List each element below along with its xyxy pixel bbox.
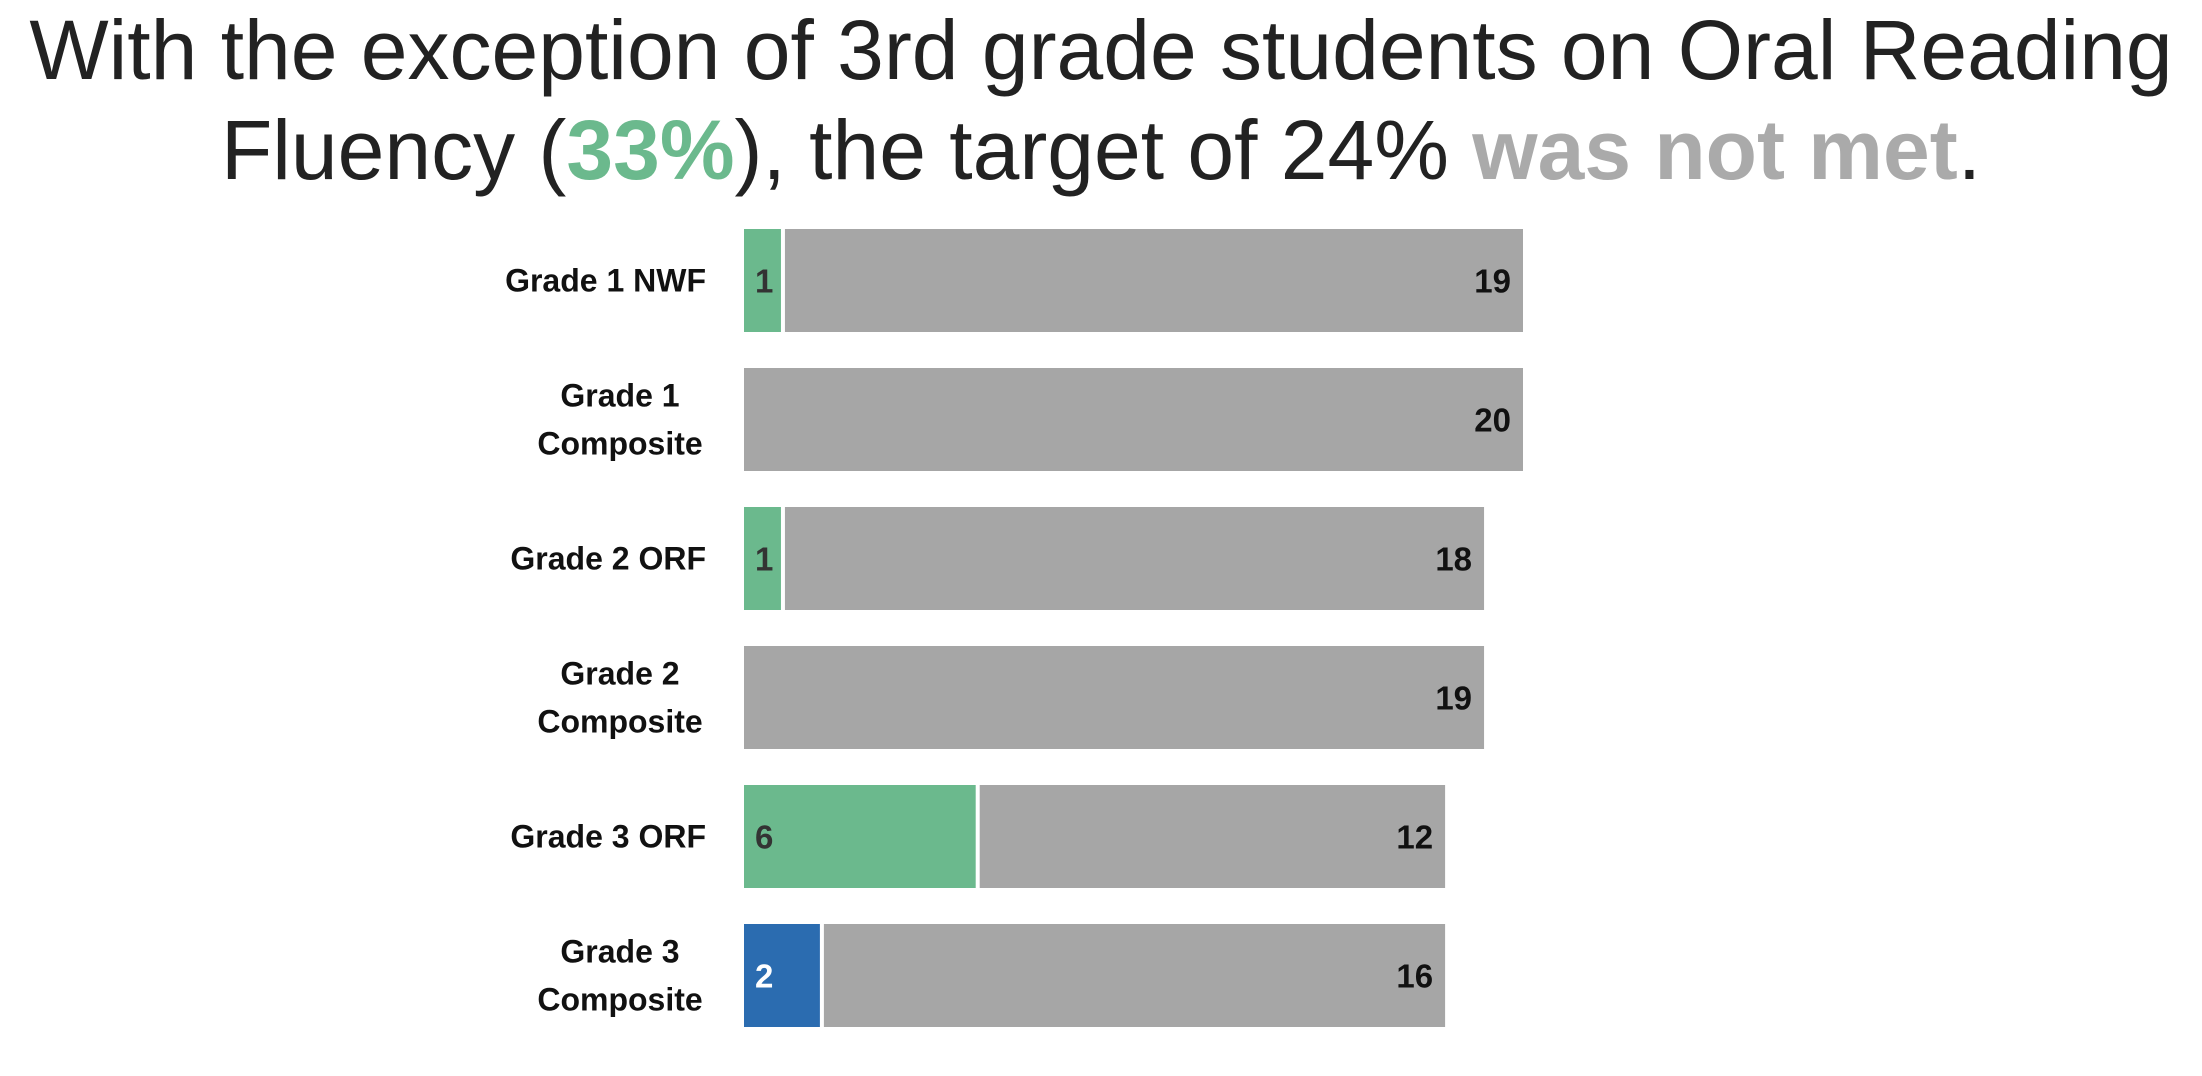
category-label-line: Grade 2 ORF [510,541,706,577]
bar-segment-not-met [744,646,1485,749]
bar-value-label: 1 [755,541,773,578]
category-label: Grade 3 Composite [537,934,702,1018]
bar-value-label: 2 [755,958,773,995]
title-emphasis: was not met [1472,103,1958,197]
bar-segment-not-met [823,924,1446,1027]
title-line-2: Fluency (33%), the target of 24% was not… [0,100,2202,200]
category-label-line: Grade 1 [560,378,679,414]
bar-segment-not-met [784,507,1485,610]
category-label-line: Composite [537,704,702,740]
bar-value-label: 19 [1435,680,1472,717]
bar-segment-met [744,785,976,888]
bar-segment-not-met [784,229,1523,332]
chart-title: With the exception of 3rd grade students… [0,0,2202,200]
category-label-line: Composite [537,426,702,462]
title-line-1: With the exception of 3rd grade students… [29,3,2173,97]
category-label-line: Composite [537,982,702,1018]
category-label: Grade 2 ORF [510,541,706,577]
category-label: Grade 2 Composite [537,656,702,740]
title-line-2-pre: Fluency ( [220,103,567,197]
category-label: Grade 1 Composite [537,378,702,462]
category-label: Grade 3 ORF [510,819,706,855]
bar-segment-not-met [979,785,1446,888]
bar-segment-met [744,229,781,332]
category-label-line: Grade 2 [560,656,679,692]
bar-value-label: 6 [755,819,773,856]
bar-value-label: 19 [1474,263,1511,300]
title-line-2-end: . [1957,103,1982,197]
bar-value-label: 20 [1474,402,1511,439]
category-label-line: Grade 1 NWF [505,263,706,299]
bar-segment-met [744,924,820,1027]
bar-value-label: 12 [1396,819,1433,856]
category-label-line: Grade 3 ORF [510,819,706,855]
title-highlight-percent: 33% [566,103,735,197]
title-line-2-mid: ), the target of 24% [734,103,1473,197]
bar-value-label: 16 [1396,958,1433,995]
bar-segment-met [744,507,781,610]
bar-value-label: 18 [1435,541,1472,578]
bar-segment-not-met [744,368,1523,471]
category-label: Grade 1 NWF [505,263,706,299]
category-label-line: Grade 3 [560,934,679,970]
bar-value-label: 1 [755,263,773,300]
